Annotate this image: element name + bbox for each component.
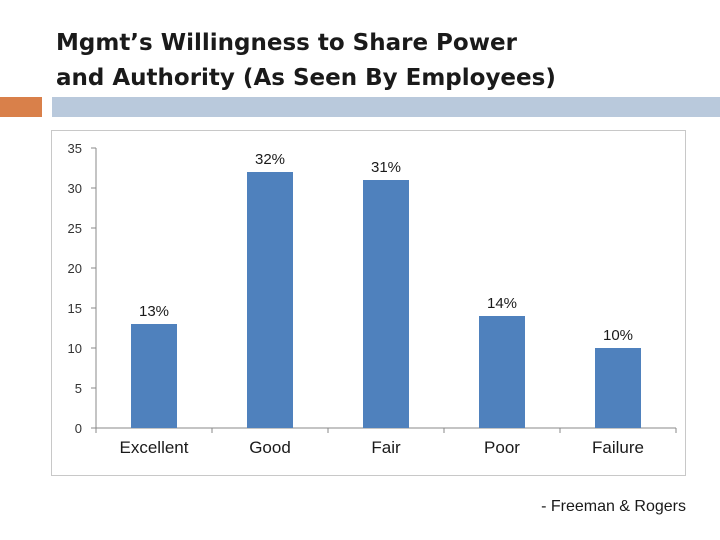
data-label: 32% — [255, 151, 285, 168]
citation: - Freeman & Rogers — [541, 498, 686, 515]
y-tick-label: 15 — [68, 301, 82, 316]
category-label: Fair — [371, 438, 401, 457]
y-tick-label: 20 — [68, 261, 82, 276]
category-label: Excellent — [120, 438, 189, 457]
title-line-2: and Authority (As Seen By Employees) — [56, 65, 556, 91]
y-tick-label: 0 — [75, 421, 82, 436]
data-label: 31% — [371, 159, 401, 176]
data-label: 13% — [139, 303, 169, 320]
y-tick-label: 10 — [68, 341, 82, 356]
category-label: Poor — [484, 438, 520, 457]
bar — [595, 348, 641, 428]
bar — [363, 180, 409, 428]
category-label: Failure — [592, 438, 644, 457]
bar — [131, 324, 177, 428]
data-label: 10% — [603, 327, 633, 344]
bar — [479, 316, 525, 428]
chart-frame: 0 5 10 15 20 25 30 35 13% Excellent 32% Good 31% Fair… — [51, 130, 686, 476]
y-tick-label: 5 — [75, 381, 82, 396]
bar — [247, 172, 293, 428]
slide-title: Mgmt’s Willingness to Share Power and Au… — [56, 26, 696, 96]
category-label: Good — [249, 438, 291, 457]
y-tick-label: 30 — [68, 181, 82, 196]
y-tick-label: 25 — [68, 221, 82, 236]
accent-band — [52, 97, 720, 117]
y-tick-label: 35 — [68, 141, 82, 156]
title-line-1: Mgmt’s Willingness to Share Power — [56, 30, 517, 56]
data-label: 14% — [487, 295, 517, 312]
bar-chart: 0 5 10 15 20 25 30 35 13% Excellent 32% Good 31% Fair… — [68, 141, 677, 457]
accent-block — [0, 97, 42, 117]
